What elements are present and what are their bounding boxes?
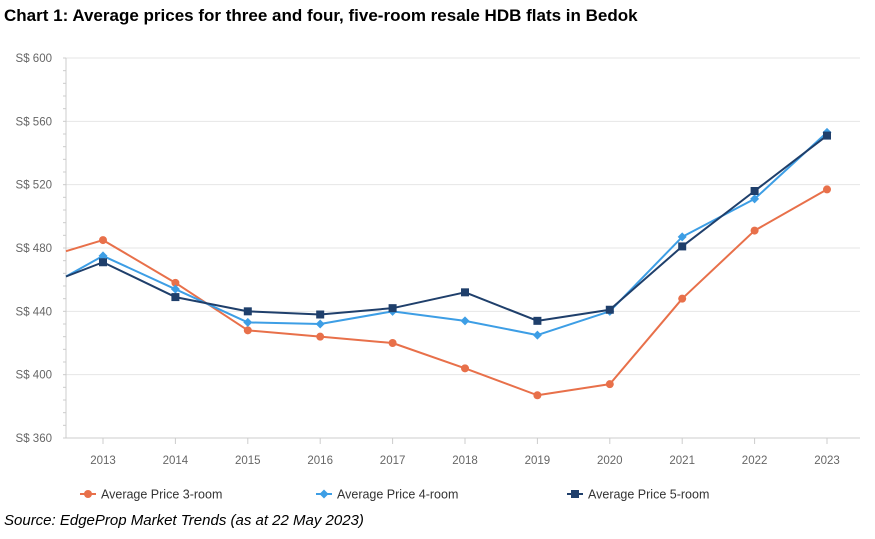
x-tick-label: 2022 — [742, 455, 768, 467]
grid-lines — [66, 57, 860, 376]
x-tick-label: 2018 — [452, 455, 478, 467]
point-marker — [823, 131, 831, 140]
point-marker — [571, 490, 579, 498]
x-tick-label: 2016 — [307, 455, 333, 467]
legend: Average Price 3-room Average Price 4-room… — [80, 488, 709, 502]
point-marker — [605, 305, 614, 314]
chart-source: Source: EdgeProp Market Trends (as at 22… — [4, 512, 364, 529]
y-tick-label: S$ 400 — [16, 370, 52, 382]
x-tick-label: 2020 — [597, 455, 623, 467]
point-marker — [99, 236, 107, 245]
point-marker — [750, 194, 760, 204]
x-tick-label: 2015 — [235, 455, 261, 467]
y-tick-label: S$ 480 — [16, 243, 52, 255]
y-tick-label: S$ 600 — [16, 53, 52, 65]
x-tick-label: 2019 — [525, 455, 551, 467]
point-marker — [170, 284, 180, 294]
legend-label: Average Price 4-room — [337, 488, 458, 502]
series-line — [65, 134, 828, 322]
series-line — [65, 188, 828, 397]
point-marker — [532, 330, 542, 340]
point-marker — [678, 294, 687, 303]
series-5-room — [65, 131, 831, 325]
x-tick-label: 2013 — [90, 455, 116, 467]
point-marker — [823, 185, 831, 194]
point-marker — [677, 232, 687, 242]
point-marker — [388, 304, 397, 313]
point-marker — [388, 339, 397, 347]
y-axis-ticks: S$ 360 S$ 400 S$ 440 S$ 480 S$ 520 S$ 560 S$ 6… — [16, 53, 52, 445]
point-marker — [243, 326, 252, 335]
x-tick-label: 2021 — [669, 455, 695, 467]
legend-item: Average Price 3-room — [80, 488, 222, 502]
point-marker — [316, 332, 325, 341]
y-tick-label: S$ 520 — [16, 180, 52, 192]
point-marker — [98, 251, 108, 261]
legend-item: Average Price 4-room — [316, 488, 458, 502]
point-marker — [461, 364, 469, 373]
point-marker — [319, 489, 329, 499]
y-tick-label: S$ 440 — [16, 306, 52, 318]
legend-label: Average Price 3-room — [101, 488, 222, 502]
x-tick-label: 2017 — [380, 455, 406, 467]
point-marker — [461, 288, 469, 297]
x-axis-ticks: 2013 2014 2015 2016 2017 2018 2019 2020 2021 2022… — [90, 455, 840, 467]
point-marker — [533, 316, 542, 325]
series-3-room — [65, 185, 831, 400]
legend-label: Average Price 5-room — [588, 488, 709, 502]
point-marker — [243, 317, 253, 327]
series-line — [65, 131, 828, 337]
point-marker — [750, 187, 759, 195]
y-tick-label: S$ 560 — [16, 116, 52, 128]
point-marker — [533, 391, 542, 400]
point-marker — [99, 258, 107, 267]
point-marker — [84, 490, 92, 498]
point-marker — [605, 380, 614, 389]
point-marker — [678, 242, 687, 251]
y-tick-label: S$ 360 — [16, 433, 52, 445]
point-marker — [171, 293, 180, 302]
point-marker — [171, 278, 180, 287]
point-marker — [243, 307, 252, 316]
point-marker — [460, 316, 470, 326]
x-tick-label: 2023 — [814, 455, 840, 467]
point-marker — [315, 319, 325, 329]
series-lines — [65, 127, 832, 400]
point-marker — [750, 226, 759, 235]
axes — [63, 57, 860, 444]
point-marker — [316, 310, 325, 319]
series-4-room — [65, 127, 832, 340]
legend-item: Average Price 5-room — [567, 488, 709, 502]
chart-title: Chart 1: Average prices for three and fo… — [4, 6, 638, 25]
x-tick-label: 2014 — [163, 455, 189, 467]
